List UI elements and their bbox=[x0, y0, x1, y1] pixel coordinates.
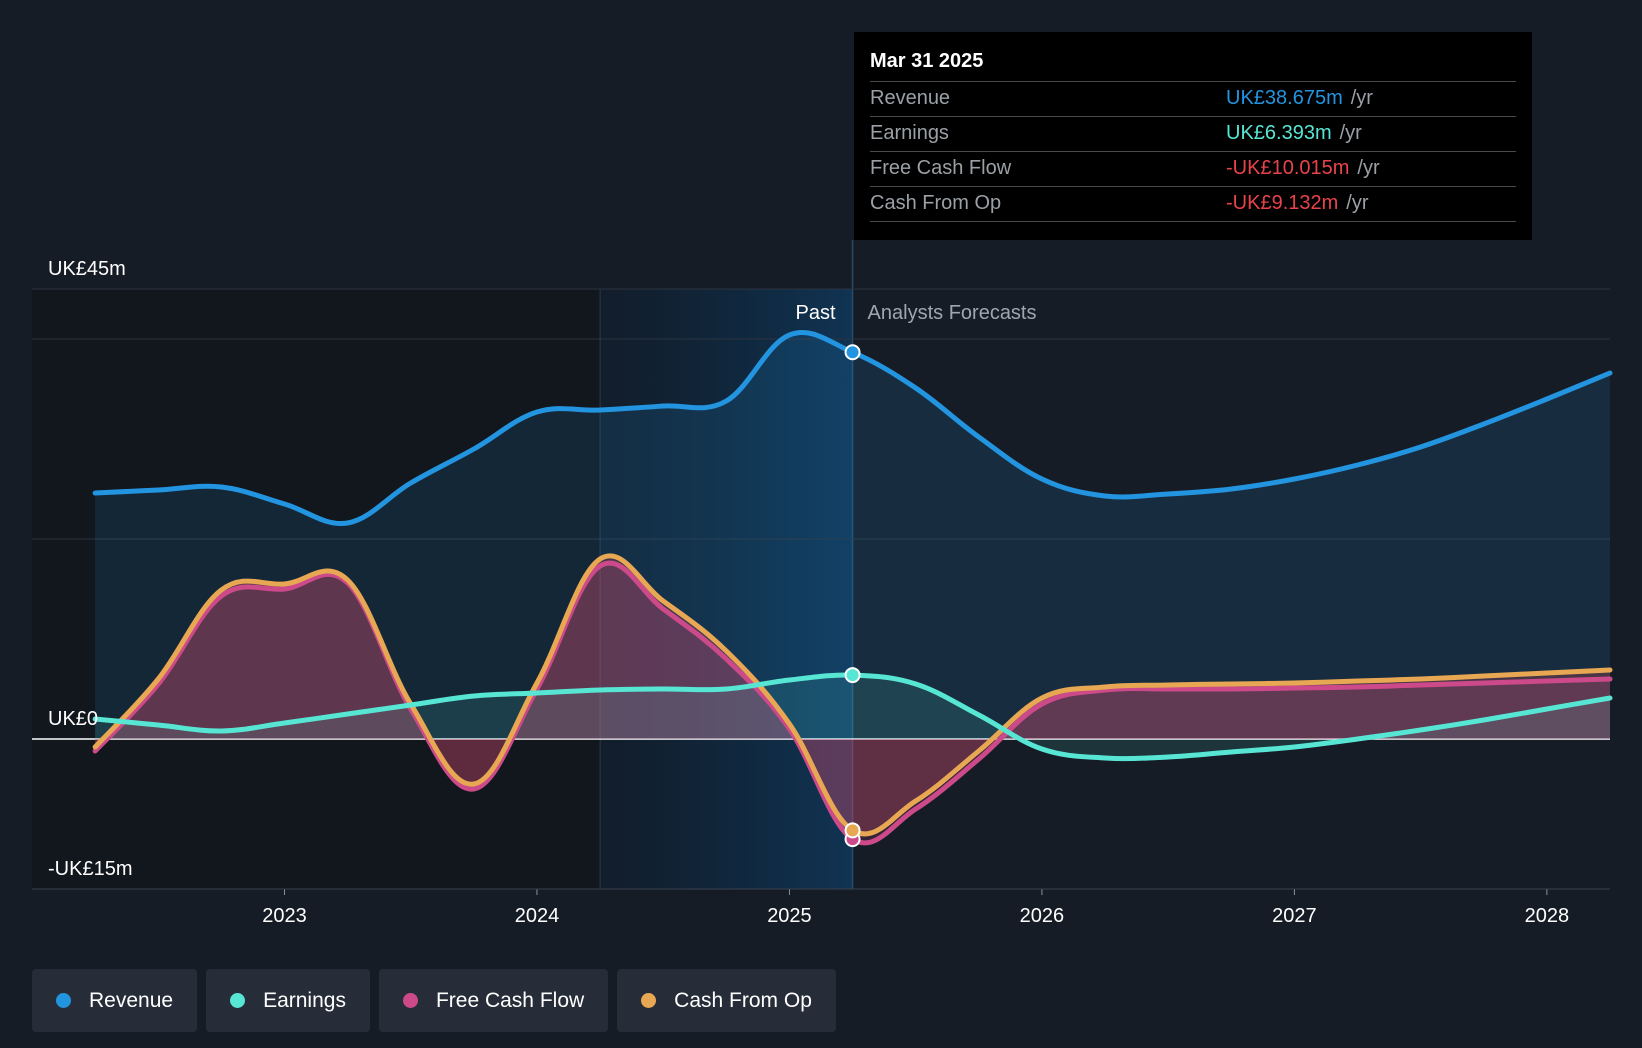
legend-dot-icon bbox=[230, 993, 246, 1008]
x-tick-label: 2023 bbox=[262, 905, 307, 927]
earnings-line bbox=[92, 672, 1613, 762]
legend-item-earnings[interactable]: Earnings bbox=[206, 969, 370, 1032]
tooltip-row-earnings: Earnings UK£6.393m /yr bbox=[870, 117, 1516, 152]
legend-dot-icon bbox=[402, 993, 418, 1008]
earnings-area bbox=[95, 674, 1611, 759]
tooltip-row-revenue: Revenue UK£38.675m /yr bbox=[870, 82, 1516, 117]
forecast-label: Analysts Forecasts bbox=[868, 302, 1037, 324]
tooltip-row-cash-from-op: Cash From Op -UK£9.132m /yr bbox=[870, 187, 1516, 222]
free-cash-flow-line bbox=[92, 560, 1613, 846]
tooltip-unit: /yr bbox=[1346, 192, 1369, 214]
tooltip-label: Revenue bbox=[870, 87, 951, 109]
y-tick-label: -UK£15m bbox=[48, 858, 132, 880]
y-tick-label: UK£0 bbox=[48, 708, 98, 730]
x-tick-label: 2026 bbox=[1020, 905, 1065, 927]
tooltip-label: Cash From Op bbox=[870, 192, 1002, 214]
tooltip-value: -UK£9.132m bbox=[1226, 192, 1339, 214]
legend-dot-icon bbox=[641, 993, 657, 1008]
tooltip-row-free-cash-flow: Free Cash Flow -UK£10.015m /yr bbox=[870, 152, 1516, 187]
tooltip-date: Mar 31 2025 bbox=[870, 46, 1516, 82]
cash-from-op-marker bbox=[844, 822, 861, 839]
tooltip-value: UK£6.393m bbox=[1226, 122, 1332, 144]
legend-item-revenue[interactable]: Revenue bbox=[32, 969, 198, 1032]
x-tick-label: 2027 bbox=[1272, 905, 1317, 927]
tooltip-value: -UK£10.015m bbox=[1226, 157, 1350, 179]
legend-item-free-cash-flow[interactable]: Free Cash Flow bbox=[378, 969, 609, 1032]
cash-from-op-line bbox=[92, 553, 1613, 837]
legend-label: Revenue bbox=[89, 988, 174, 1012]
legend-dot-icon bbox=[56, 993, 71, 1008]
tooltip-unit: /yr bbox=[1339, 122, 1362, 144]
tooltip-unit: /yr bbox=[1357, 157, 1380, 179]
tooltip-label: Free Cash Flow bbox=[870, 157, 1012, 179]
tooltip-value: UK£38.675m bbox=[1226, 87, 1343, 109]
x-tick-label: 2024 bbox=[515, 905, 560, 927]
tooltip-label: Earnings bbox=[870, 122, 949, 144]
y-tick-label: UK£45m bbox=[48, 258, 126, 280]
legend-label: Cash From Op bbox=[674, 988, 812, 1012]
x-tick-label: 2025 bbox=[767, 905, 812, 927]
tooltip: Mar 31 2025 Revenue UK£38.675m /yr Earni… bbox=[854, 32, 1532, 240]
legend-item-cash-from-op[interactable]: Cash From Op bbox=[617, 969, 836, 1032]
legend-label: Earnings bbox=[263, 988, 346, 1012]
revenue-area bbox=[95, 332, 1611, 739]
legend-label: Free Cash Flow bbox=[435, 988, 585, 1012]
cash-from-op-area bbox=[95, 555, 1611, 834]
revenue-marker bbox=[844, 344, 861, 361]
past-region bbox=[32, 289, 601, 889]
tooltip-unit: /yr bbox=[1350, 87, 1373, 109]
legend: Revenue Earnings Free Cash Flow Cash Fro… bbox=[32, 969, 836, 1032]
past-label: Past bbox=[796, 302, 836, 324]
earnings-marker bbox=[844, 667, 861, 684]
free-cash-flow-area bbox=[95, 562, 1611, 843]
x-tick-label: 2028 bbox=[1525, 905, 1570, 927]
